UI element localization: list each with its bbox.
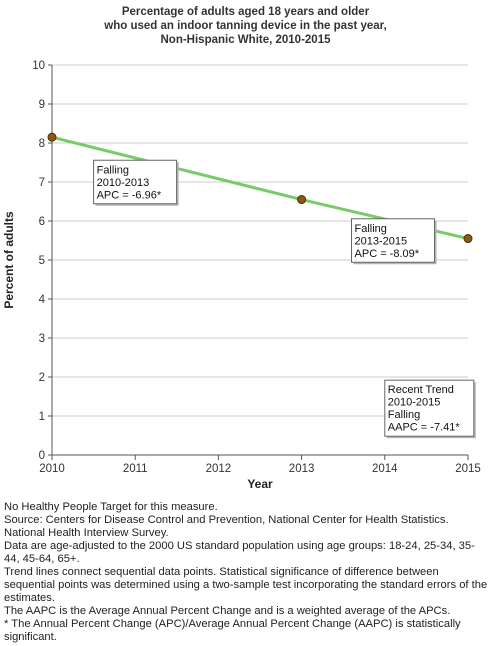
annotation-text: APC = -8.09* [355, 248, 420, 260]
note-significance: * The Annual Percent Change (APC)/Averag… [4, 618, 461, 643]
y-tick-label: 2 [39, 372, 45, 384]
line-chart: 0 1 2 3 4 5 6 7 8 9 10 2010 2011 2012 2013 2014 2015 Year… [2, 60, 481, 491]
y-tick-label: 1 [39, 411, 45, 423]
annotation-text: Falling [97, 164, 129, 176]
annotation-box [351, 218, 436, 263]
chart-title: Percentage of adults aged 18 years and o… [0, 5, 491, 47]
y-tick-label: 9 [39, 99, 45, 111]
x-axis-label: Year [247, 477, 273, 491]
x-tick-label: 2015 [455, 463, 481, 475]
y-tick-label: 3 [39, 333, 45, 345]
data-point [297, 195, 307, 205]
y-tick-label: 0 [39, 450, 45, 462]
annotation-text: 2013-2015 [355, 235, 408, 247]
annotation-text: Recent Trend [388, 384, 454, 396]
x-tick-label: 2010 [39, 463, 65, 475]
annotation-box [93, 159, 178, 205]
chart-notes: No Healthy People Target for this measur… [4, 501, 490, 644]
x-tick-label: 2011 [123, 463, 148, 475]
y-tick-label: 5 [39, 255, 45, 267]
y-tick-label: 7 [39, 177, 45, 189]
note-trend-lines: Trend lines connect sequential data poin… [4, 566, 488, 604]
data-point [463, 234, 473, 244]
x-tick-label: 2013 [289, 463, 315, 475]
annotation-text: Falling [388, 409, 420, 421]
y-tick-label: 4 [39, 294, 46, 306]
chart-title-line-2: who used an indoor tanning device in the… [104, 20, 387, 32]
chart-title-line-3: Non-Hispanic White, 2010-2015 [160, 34, 331, 46]
chart-title-line-1: Percentage of adults aged 18 years and o… [121, 6, 370, 18]
note-target: No Healthy People Target for this measur… [4, 501, 218, 513]
note-aapc-definition: The AAPC is the Average Annual Percent C… [4, 605, 451, 617]
annotation-text: APC = -6.96* [97, 189, 162, 201]
y-tick-label: 10 [32, 60, 45, 72]
annotation-text: 2010-2015 [388, 397, 441, 409]
x-tick-label: 2014 [372, 463, 398, 475]
annotation-text: Falling [355, 223, 387, 235]
y-tick-label: 8 [39, 138, 45, 150]
y-tick-label: 6 [39, 216, 45, 228]
data-point [47, 132, 57, 142]
annotation-text: AAPC = -7.41* [388, 422, 461, 434]
note-source: Source: Centers for Disease Control and … [4, 514, 449, 539]
y-axis-label: Percent of adults [2, 211, 16, 309]
annotation-box [384, 379, 475, 437]
note-age-adjustment: Data are age-adjusted to the 2000 US sta… [4, 540, 475, 565]
annotation-text: 2010-2013 [97, 177, 150, 189]
x-tick-label: 2012 [206, 463, 232, 475]
